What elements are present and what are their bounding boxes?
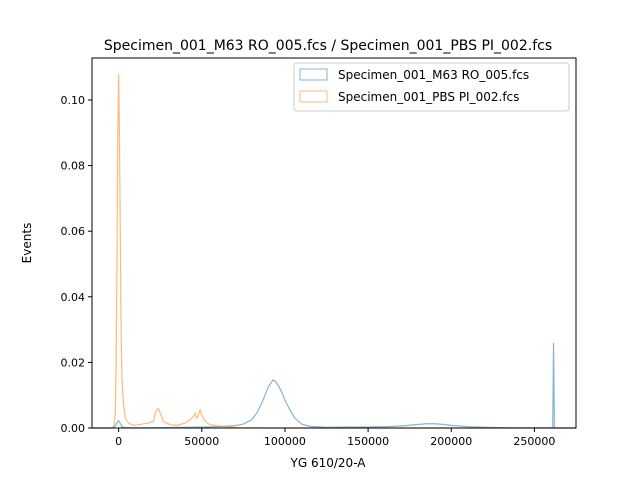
y-tick-label: 0.08 [61,160,86,173]
y-tick-label: 0.10 [61,94,86,107]
x-tick-label: 250000 [513,435,555,448]
legend-swatch-m63 [299,68,328,81]
x-tick-label: 100000 [264,435,306,448]
legend-label-m63: Specimen_001_M63 RO_005.fcs [338,68,529,82]
x-tick-label: 50000 [184,435,219,448]
legend-label-pbs: Specimen_001_PBS PI_002.fcs [338,90,519,104]
series-line-pbs [92,73,576,429]
legend-swatch-pbs [299,90,328,103]
y-tick-label: 0.00 [61,422,86,435]
legend: Specimen_001_M63 RO_005.fcs Specimen_001… [293,62,570,112]
x-axis-ticks: 0 50000 100000 150000 200000 250000 [115,428,555,448]
y-tick-label: 0.04 [61,291,86,304]
y-tick-label: 0.06 [61,225,86,238]
y-axis-label: Events [20,223,34,264]
x-tick-label: 150000 [347,435,389,448]
legend-frame [293,62,570,112]
y-tick-label: 0.02 [61,356,86,369]
x-axis-label: YG 610/20-A [290,456,367,470]
x-tick-label: 0 [115,435,122,448]
plot-frame [91,57,577,429]
chart-title: Specimen_001_M63 RO_005.fcs / Specimen_0… [104,38,552,54]
x-tick-label: 200000 [430,435,472,448]
y-axis-ticks: 0.00 0.02 0.04 0.06 0.08 0.10 [61,94,92,435]
